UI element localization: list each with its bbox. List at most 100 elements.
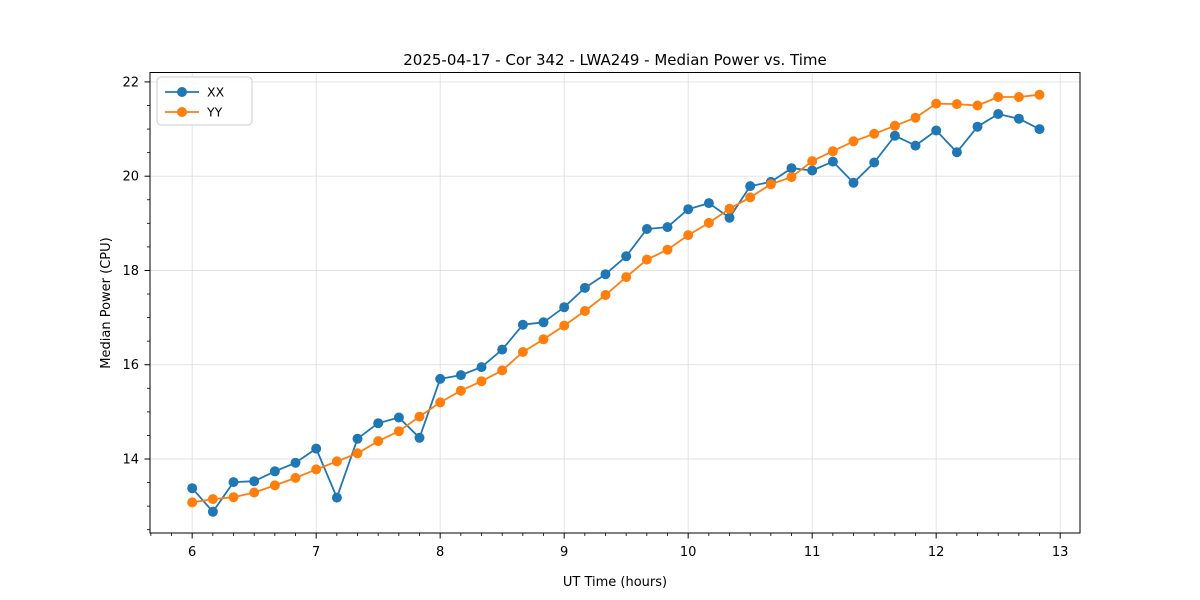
data-point-xx bbox=[745, 181, 756, 192]
y-tick-label: 22 bbox=[122, 75, 139, 90]
x-tick-label: 11 bbox=[804, 545, 821, 560]
data-point-yy bbox=[621, 272, 632, 283]
x-tick-label: 13 bbox=[1052, 545, 1069, 560]
data-point-yy bbox=[662, 244, 673, 255]
data-point-xx bbox=[414, 432, 425, 443]
data-point-yy bbox=[786, 172, 797, 183]
data-point-xx bbox=[517, 319, 528, 330]
data-point-yy bbox=[331, 456, 342, 467]
data-point-yy bbox=[435, 397, 446, 408]
data-point-xx bbox=[249, 476, 260, 487]
data-point-yy bbox=[1013, 92, 1024, 102]
data-point-yy bbox=[187, 497, 198, 508]
axes-spines bbox=[149, 72, 1081, 534]
data-point-yy bbox=[249, 487, 260, 498]
data-point-yy bbox=[724, 203, 735, 214]
series-layer bbox=[187, 89, 1045, 517]
data-point-xx bbox=[641, 224, 652, 234]
data-point-xx bbox=[311, 443, 322, 454]
data-point-yy bbox=[765, 179, 776, 190]
data-point-yy bbox=[311, 464, 322, 475]
data-point-xx bbox=[703, 198, 714, 209]
data-point-xx bbox=[538, 317, 549, 328]
data-point-xx bbox=[207, 506, 218, 517]
data-point-xx bbox=[290, 457, 301, 468]
data-point-yy bbox=[373, 436, 384, 447]
x-tick-label: 12 bbox=[928, 545, 945, 560]
chart-title: 2025-04-17 - Cor 342 - LWA249 - Median P… bbox=[403, 51, 827, 69]
data-point-xx bbox=[910, 140, 921, 151]
legend-entry-xx: XX bbox=[165, 85, 225, 100]
data-point-xx bbox=[889, 130, 900, 141]
data-point-yy bbox=[352, 448, 363, 459]
legend-marker-yy bbox=[177, 107, 187, 117]
data-point-xx bbox=[848, 177, 859, 188]
data-point-xx bbox=[435, 373, 446, 384]
data-point-yy bbox=[745, 192, 756, 203]
data-point-xx bbox=[1013, 113, 1024, 124]
data-point-yy bbox=[579, 306, 590, 316]
y-tick-label: 20 bbox=[122, 170, 139, 185]
data-point-xx bbox=[683, 204, 694, 215]
x-tick-label: 10 bbox=[680, 545, 697, 560]
data-point-yy bbox=[807, 156, 818, 167]
data-point-xx bbox=[352, 433, 363, 444]
data-point-yy bbox=[951, 99, 962, 110]
data-point-xx bbox=[497, 344, 508, 355]
data-point-xx bbox=[455, 370, 466, 381]
legend-box bbox=[156, 76, 253, 126]
data-point-xx bbox=[931, 125, 942, 136]
x-axis-label: UT Time (hours) bbox=[563, 575, 667, 590]
data-point-yy bbox=[703, 217, 714, 228]
data-point-xx bbox=[662, 222, 673, 233]
data-point-yy bbox=[517, 347, 528, 357]
data-point-xx bbox=[869, 157, 880, 168]
data-point-xx bbox=[559, 302, 570, 313]
y-axis-label: Median Power (CPU) bbox=[99, 237, 114, 368]
data-point-yy bbox=[848, 136, 859, 147]
y-tick-label: 16 bbox=[122, 358, 139, 373]
x-tick-label: 9 bbox=[560, 545, 568, 560]
data-point-yy bbox=[972, 100, 983, 111]
data-point-xx bbox=[228, 477, 239, 488]
data-point-yy bbox=[476, 376, 487, 387]
data-point-xx bbox=[476, 362, 487, 373]
data-point-xx bbox=[187, 483, 198, 494]
legend: XX YY bbox=[156, 76, 253, 126]
data-point-xx bbox=[786, 163, 797, 174]
data-point-yy bbox=[207, 494, 218, 505]
data-point-yy bbox=[827, 146, 838, 157]
data-point-yy bbox=[393, 426, 404, 437]
data-point-yy bbox=[600, 290, 611, 300]
data-point-yy bbox=[455, 385, 466, 396]
tick-label-layer: 6 7 8 9 10 11 12 13 14 16 18 20 22 bbox=[122, 75, 1068, 560]
data-point-yy bbox=[869, 128, 880, 139]
data-point-xx bbox=[331, 492, 342, 503]
data-point-xx bbox=[972, 121, 983, 132]
data-point-yy bbox=[910, 112, 921, 123]
data-point-xx bbox=[951, 147, 962, 158]
legend-label-xx: XX bbox=[207, 85, 225, 100]
data-point-yy bbox=[931, 98, 942, 109]
data-point-yy bbox=[641, 254, 652, 265]
data-point-xx bbox=[724, 212, 735, 223]
data-point-yy bbox=[290, 472, 301, 483]
data-point-yy bbox=[538, 334, 549, 345]
legend-entry-yy: YY bbox=[165, 105, 223, 120]
x-tick-label: 6 bbox=[188, 545, 196, 560]
data-point-xx bbox=[269, 466, 280, 477]
data-point-yy bbox=[559, 320, 570, 331]
data-point-xx bbox=[1034, 124, 1045, 135]
data-point-yy bbox=[497, 365, 508, 376]
data-point-yy bbox=[683, 230, 694, 241]
data-point-yy bbox=[889, 120, 900, 131]
y-tick-label: 14 bbox=[122, 452, 139, 467]
y-tick-label: 18 bbox=[122, 264, 139, 279]
data-point-xx bbox=[373, 418, 384, 429]
data-point-xx bbox=[579, 282, 590, 293]
data-point-xx bbox=[807, 165, 818, 176]
data-point-yy bbox=[228, 492, 239, 503]
data-point-xx bbox=[993, 109, 1004, 119]
data-point-yy bbox=[1034, 89, 1045, 100]
